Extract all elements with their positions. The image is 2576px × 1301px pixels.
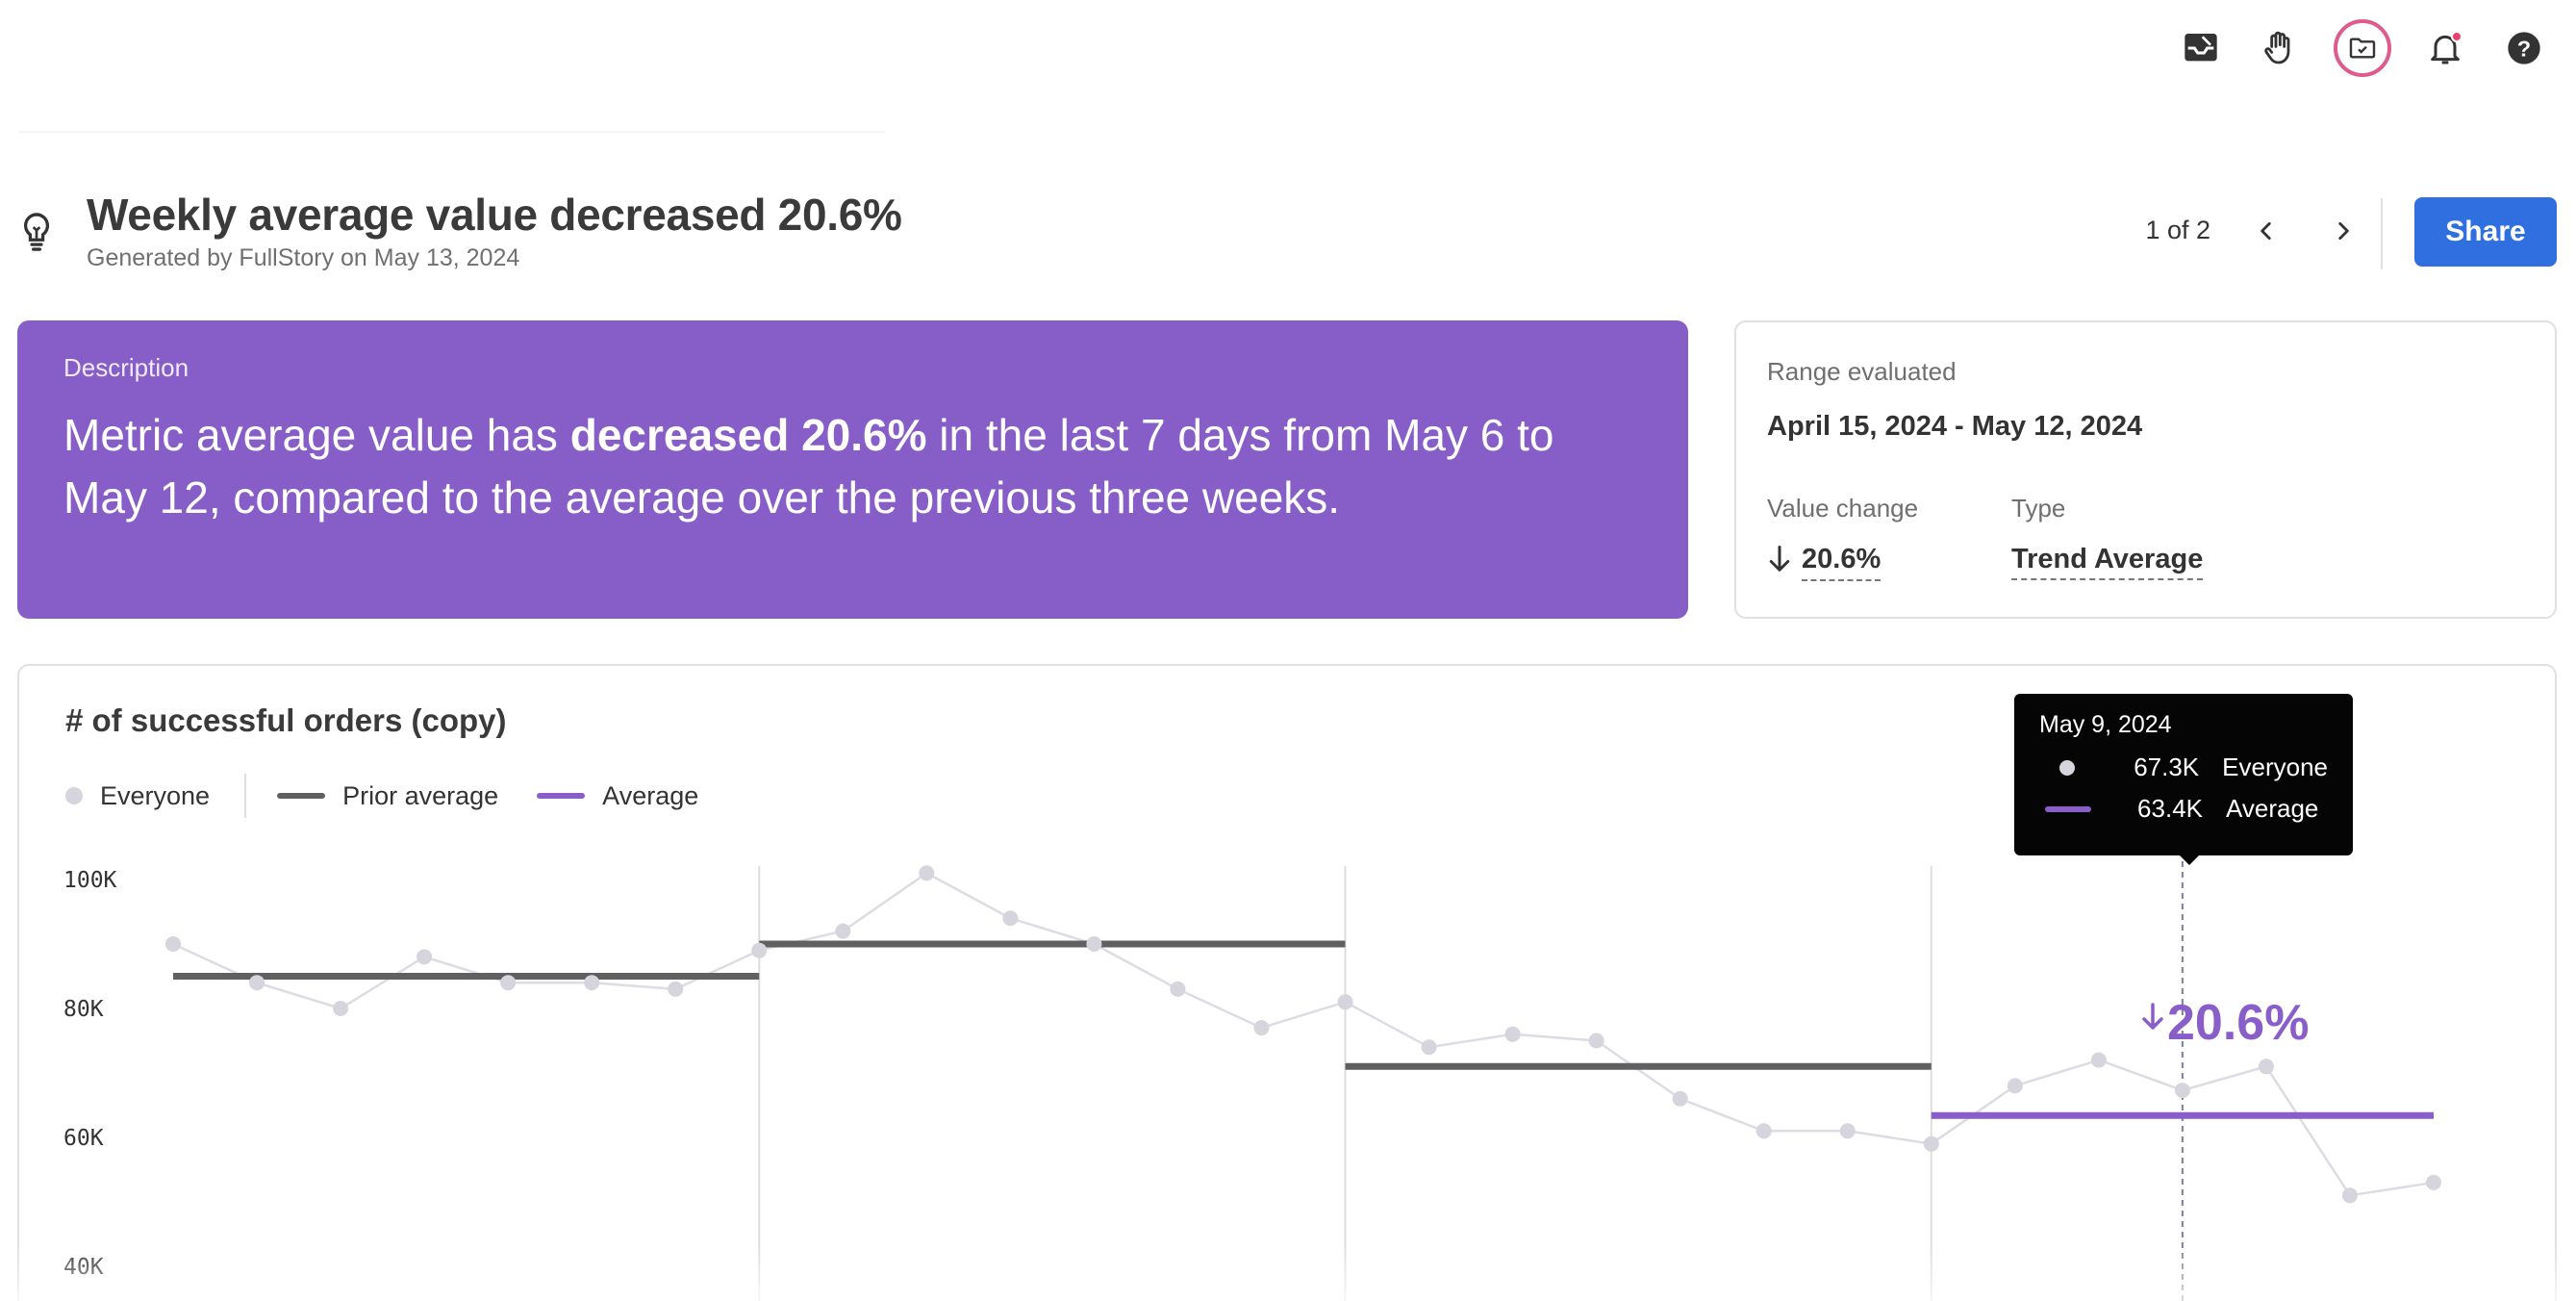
everyone-data-point bbox=[668, 981, 684, 997]
legend-line-average bbox=[537, 793, 586, 799]
tooltip-date: May 9, 2024 bbox=[2039, 711, 2172, 738]
chart-card: # of successful orders (copy) Everyone P… bbox=[17, 664, 2557, 1301]
share-button[interactable]: Share bbox=[2414, 197, 2557, 267]
arrow-down-icon bbox=[2142, 1003, 2163, 1030]
description-text-start: Metric average value has bbox=[63, 410, 570, 460]
everyone-data-point bbox=[584, 975, 600, 991]
everyone-data-point bbox=[1839, 1123, 1856, 1139]
page-title: Weekly average value decreased 20.6% bbox=[87, 190, 902, 240]
chart-title: # of successful orders (copy) bbox=[65, 702, 507, 738]
top-toolbar: ? bbox=[2176, 19, 2549, 77]
type-value[interactable]: Trend Average bbox=[2011, 544, 2204, 580]
svg-text:?: ? bbox=[2517, 36, 2531, 61]
everyone-data-point bbox=[1002, 910, 1019, 927]
page-subtitle: Generated by FullStory on May 13, 2024 bbox=[87, 244, 520, 271]
legend-everyone-label: Everyone bbox=[100, 780, 211, 810]
chart-tooltip: May 9, 2024 67.3K Everyone 63.4K Average bbox=[2014, 694, 2353, 865]
range-card: Range evaluated April 15, 2024 - May 12,… bbox=[1734, 320, 2557, 619]
legend-divider bbox=[244, 774, 247, 818]
range-label: Range evaluated bbox=[1767, 357, 1957, 386]
legend-average-label: Average bbox=[602, 780, 699, 810]
everyone-data-point bbox=[1337, 994, 1353, 1010]
chevron-right-icon bbox=[2338, 222, 2349, 240]
legend-prior-average[interactable]: Prior average bbox=[277, 781, 498, 811]
everyone-data-point bbox=[751, 942, 768, 958]
type-value-text: Trend Average bbox=[2011, 544, 2204, 580]
tooltip-everyone-label: Everyone bbox=[2222, 753, 2328, 781]
everyone-data-point bbox=[2341, 1187, 2358, 1204]
everyone-data-point bbox=[835, 923, 851, 939]
everyone-data-point bbox=[2258, 1059, 2274, 1075]
delta-label: 20.6% bbox=[2167, 995, 2309, 1051]
legend-line-prior bbox=[277, 793, 326, 799]
bell-icon[interactable] bbox=[2420, 23, 2470, 73]
lightbulb-icon bbox=[23, 213, 50, 251]
faded-breadcrumb bbox=[19, 131, 885, 148]
everyone-data-point bbox=[2426, 1174, 2441, 1190]
header-divider bbox=[2381, 198, 2383, 269]
everyone-data-point bbox=[2174, 1083, 2190, 1099]
everyone-data-point bbox=[1086, 936, 1102, 952]
value-change-value: 20.6% bbox=[1802, 544, 1881, 581]
everyone-data-point bbox=[500, 975, 517, 991]
everyone-data-point bbox=[1755, 1123, 1772, 1139]
value-change[interactable]: 20.6% bbox=[1767, 544, 1881, 581]
tooltip-average-value: 63.4K bbox=[2137, 794, 2203, 823]
everyone-data-point bbox=[1170, 981, 1186, 997]
description-text-bold: decreased 20.6% bbox=[569, 410, 927, 460]
everyone-data-point bbox=[1253, 1020, 1270, 1036]
description-card: Description Metric average value has dec… bbox=[17, 320, 1688, 619]
everyone-data-point bbox=[1588, 1033, 1604, 1049]
tooltip-row-average: 63.4K Average bbox=[2039, 794, 2328, 824]
description-text-end: in the last 7 days from May 6 to May 12,… bbox=[63, 410, 1554, 523]
everyone-data-point bbox=[333, 1001, 349, 1016]
everyone-data-point bbox=[2007, 1078, 2023, 1094]
everyone-data-point bbox=[1672, 1090, 1688, 1107]
tooltip-row-everyone: 67.3K Everyone bbox=[2039, 753, 2328, 782]
everyone-data-point bbox=[1504, 1026, 1521, 1042]
prev-button[interactable] bbox=[2249, 214, 2284, 248]
everyone-data-point bbox=[1421, 1039, 1437, 1056]
help-icon[interactable]: ? bbox=[2499, 23, 2549, 73]
legend-dot bbox=[65, 787, 83, 804]
everyone-data-point bbox=[919, 865, 935, 881]
everyone-data-point bbox=[2090, 1052, 2107, 1068]
everyone-data-point bbox=[165, 936, 181, 952]
folder-check-icon[interactable] bbox=[2334, 19, 2391, 77]
value-change-label: Value change bbox=[1767, 494, 1919, 523]
tooltip-dot bbox=[2059, 759, 2076, 776]
y-tick-label: 40K bbox=[63, 1255, 104, 1280]
next-button[interactable] bbox=[2326, 214, 2361, 248]
description-label: Description bbox=[63, 353, 189, 382]
pager-count: 1 of 2 bbox=[2145, 216, 2210, 244]
y-tick-label: 60K bbox=[63, 1126, 104, 1151]
tooltip-line bbox=[2045, 805, 2091, 812]
inbox-icon[interactable] bbox=[2176, 23, 2226, 73]
legend-everyone[interactable]: Everyone bbox=[65, 781, 210, 811]
chart-legend: Everyone Prior average Average bbox=[65, 774, 698, 818]
legend-average[interactable]: Average bbox=[537, 781, 698, 811]
tooltip-everyone-value: 67.3K bbox=[2134, 753, 2200, 781]
y-tick-label: 80K bbox=[63, 997, 104, 1022]
y-tick-label: 100K bbox=[63, 868, 117, 893]
hand-icon[interactable] bbox=[2255, 23, 2305, 73]
everyone-data-point bbox=[249, 975, 265, 991]
notification-dot bbox=[2451, 31, 2462, 42]
everyone-data-point bbox=[1923, 1135, 1939, 1152]
tooltip-average-label: Average bbox=[2226, 794, 2319, 823]
legend-prior-average-label: Prior average bbox=[342, 780, 499, 810]
description-text: Metric average value has decreased 20.6%… bbox=[63, 404, 1642, 529]
chevron-left-icon bbox=[2260, 222, 2271, 240]
arrow-down-icon bbox=[1767, 545, 1792, 581]
everyone-series-line bbox=[172, 871, 2435, 1197]
range-value: April 15, 2024 - May 12, 2024 bbox=[1767, 411, 2143, 442]
everyone-data-point bbox=[417, 949, 433, 965]
type-label: Type bbox=[2011, 494, 2066, 523]
